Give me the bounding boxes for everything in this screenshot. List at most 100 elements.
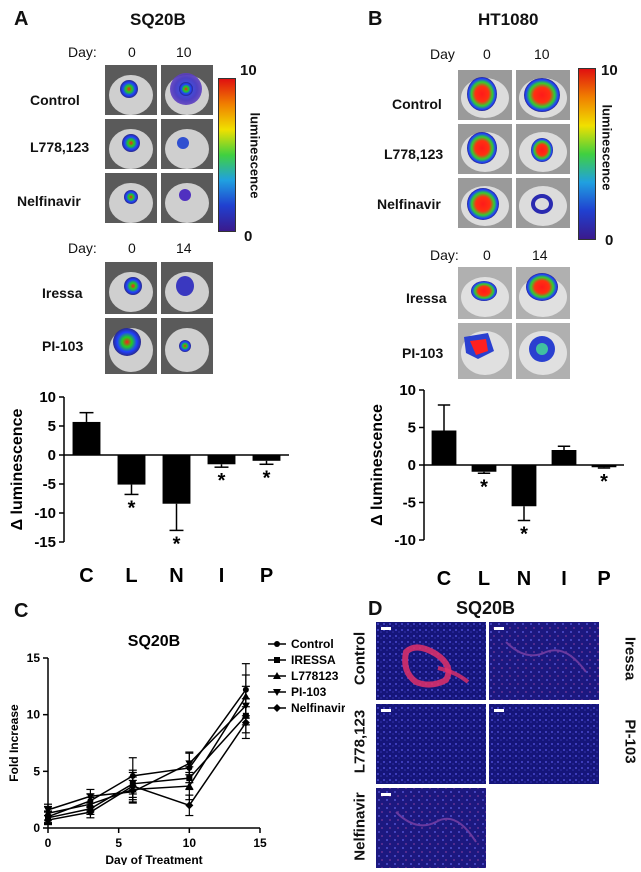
data-point-PI-103 bbox=[44, 806, 52, 814]
series-line-L778123 bbox=[47, 696, 247, 815]
significance-L: * bbox=[480, 476, 488, 498]
panel-d-micrographs bbox=[376, 622, 599, 868]
panel-a-day-14: 14 bbox=[176, 240, 192, 256]
bar-L bbox=[117, 455, 146, 485]
bar-N bbox=[162, 455, 191, 504]
data-point-L778123 bbox=[86, 800, 95, 808]
panel-a-title: SQ20B bbox=[130, 10, 186, 29]
bar-C bbox=[431, 430, 457, 465]
x-axis-label: Day of Treatment bbox=[105, 853, 202, 865]
legend-label-L778123: L778123 bbox=[291, 669, 339, 683]
panel-a-row-pi103: PI-103 bbox=[42, 338, 84, 354]
y-tick-label: -10 bbox=[394, 532, 416, 549]
mouse-image-a-l778-d10 bbox=[161, 119, 213, 169]
category-label-N: N bbox=[517, 568, 531, 590]
data-point-Nelfinavir bbox=[86, 808, 95, 817]
category-label-L: L bbox=[125, 565, 137, 587]
chart-title: SQ20B bbox=[128, 633, 180, 650]
mouse-image-a-pi103-d0 bbox=[105, 318, 157, 374]
y-tick-label: 10 bbox=[39, 389, 56, 406]
significance-N: * bbox=[520, 524, 528, 546]
panel-d-title: SQ20B bbox=[456, 598, 516, 618]
mouse-image-b-nelf-d10 bbox=[516, 178, 570, 228]
x-tick-label: 5 bbox=[115, 836, 122, 850]
y-tick-label: 0 bbox=[48, 447, 56, 464]
mouse-image-a-iressa-d0 bbox=[105, 262, 157, 314]
panel-c-letter: C bbox=[14, 600, 29, 622]
panel-b-row-iressa: Iressa bbox=[406, 290, 447, 306]
legend-marker-Nelfinavir bbox=[273, 704, 281, 712]
panel-a-row-iressa: Iressa bbox=[42, 285, 83, 301]
y-tick-label: -5 bbox=[403, 495, 416, 512]
category-label-I: I bbox=[561, 568, 567, 590]
panel-a-day-0-2: 0 bbox=[128, 240, 136, 256]
panel-a-day-10: 10 bbox=[176, 44, 192, 60]
mouse-image-b-l778-d10 bbox=[516, 124, 570, 174]
y-tick-label: 5 bbox=[48, 418, 56, 435]
bar-P bbox=[252, 455, 281, 461]
panel-a-colorbar-min: 0 bbox=[244, 228, 253, 245]
legend-marker-PI-103 bbox=[273, 689, 281, 696]
y-tick-label: -15 bbox=[34, 534, 56, 551]
mouse-image-a-control-d10 bbox=[161, 65, 213, 115]
panel-b-colorbar-min: 0 bbox=[605, 232, 614, 249]
panel-d-label-nelfinavir: Nelfinavir bbox=[351, 792, 369, 861]
panel-b-day-0: 0 bbox=[483, 46, 491, 62]
panel-a-bottom-images bbox=[105, 262, 213, 374]
panel-b-day-label: Day bbox=[430, 46, 455, 62]
micrograph-pi103 bbox=[489, 704, 599, 784]
panel-a-bar-chart: 10 5 0 -5 -10 -15 Δ luminescence C L * N * I * P * bbox=[9, 389, 289, 587]
panel-a-colorbar bbox=[218, 78, 236, 232]
bar-I bbox=[207, 455, 236, 465]
panel-d-label-pi103: PI-103 bbox=[621, 719, 639, 764]
mouse-image-a-nelf-d10 bbox=[161, 173, 213, 223]
panel-a-day-label: Day: bbox=[68, 44, 97, 60]
micrograph-control bbox=[376, 622, 486, 700]
bar-P bbox=[591, 465, 617, 468]
mouse-image-b-l778-d0 bbox=[458, 124, 512, 174]
mouse-image-a-l778-d0 bbox=[105, 119, 157, 169]
panel-b-title: HT1080 bbox=[478, 10, 539, 29]
mouse-image-a-pi103-d14 bbox=[161, 318, 213, 374]
x-tick-label: 15 bbox=[253, 836, 267, 850]
data-point-PI-103 bbox=[185, 760, 194, 768]
panel-b-colorbar-max: 10 bbox=[601, 62, 618, 79]
mouse-image-b-iressa-d14 bbox=[516, 267, 570, 319]
legend-label-IRESSA: IRESSA bbox=[291, 653, 336, 667]
x-tick-label: 0 bbox=[45, 836, 52, 850]
data-point-Nelfinavir bbox=[185, 801, 194, 810]
panel-d-label-iressa: Iressa bbox=[621, 636, 639, 681]
panel-a-row-l778123: L778,123 bbox=[30, 139, 90, 155]
micrograph-iressa bbox=[489, 622, 599, 700]
panel-d-letter: D bbox=[368, 598, 383, 620]
y-tick-label: 0 bbox=[33, 821, 40, 835]
y-tick-label: 10 bbox=[27, 708, 41, 722]
panel-b-bottom-images bbox=[458, 267, 570, 379]
y-tick-label: 0 bbox=[408, 457, 416, 474]
panel-a-colorbar-max: 10 bbox=[240, 62, 257, 79]
legend-marker-L778123 bbox=[273, 672, 281, 679]
panel-b-row-nelfinavir: Nelfinavir bbox=[377, 196, 441, 212]
y-tick-label: 5 bbox=[33, 764, 40, 778]
legend-label-Control: Control bbox=[291, 637, 334, 651]
panel-b-colorbar-label: luminescence bbox=[599, 104, 615, 191]
y-axis-label: Δ luminescence bbox=[9, 409, 26, 531]
y-axis-label: Δ luminescence bbox=[369, 404, 386, 526]
significance-N: * bbox=[173, 533, 181, 555]
series-line-Control bbox=[47, 689, 247, 818]
mouse-image-b-iressa-d0 bbox=[458, 267, 512, 319]
mouse-image-a-control-d0 bbox=[105, 65, 157, 115]
panel-b-row-pi103: PI-103 bbox=[402, 345, 444, 361]
panel-c-line-chart: SQ20B 0 5 10 15 0 5 10 15 Day of Treatment Fold In… bbox=[7, 633, 345, 865]
mouse-image-b-control-d0 bbox=[458, 70, 512, 120]
legend-label-Nelfinavir: Nelfinavir bbox=[291, 701, 345, 715]
panel-a-row-control: Control bbox=[30, 92, 80, 108]
y-axis-label: Fold Increase bbox=[7, 704, 21, 782]
x-tick-label: 10 bbox=[183, 836, 197, 850]
micrograph-nelfinavir bbox=[376, 788, 486, 868]
panel-a-top-images bbox=[105, 65, 213, 223]
y-tick-label: 5 bbox=[408, 420, 416, 437]
bar-C bbox=[72, 421, 101, 455]
mouse-image-b-pi103-d0 bbox=[458, 323, 512, 379]
mouse-image-b-nelf-d0 bbox=[458, 178, 512, 228]
